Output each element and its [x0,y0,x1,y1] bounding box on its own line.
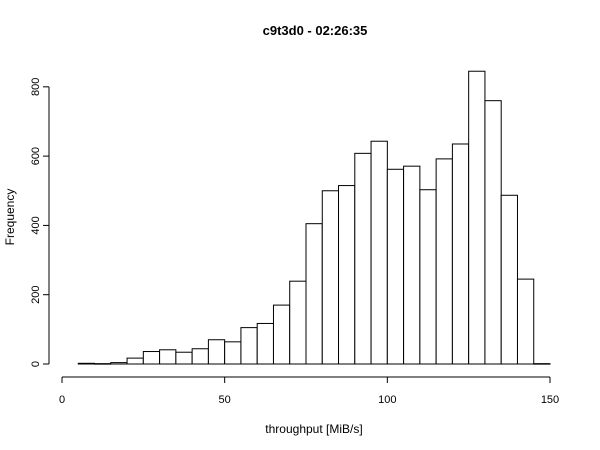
histogram-bar [224,341,242,365]
histogram-bar [533,363,551,365]
x-tick-label: 50 [219,394,231,406]
histogram-bar [191,348,209,365]
histogram-bar [240,327,258,365]
histogram-bar [370,140,388,365]
histogram-bar [516,278,535,365]
histogram-bar [289,280,307,365]
y-axis-label: Frequency [3,189,17,246]
y-tick-label: 600 [30,147,42,165]
histogram-bar [126,357,144,365]
y-tick-label: 0 [30,361,42,367]
histogram-bar [403,165,421,365]
histogram-bar [207,339,226,365]
y-tick-label: 200 [30,286,42,304]
histogram-bar [256,322,274,365]
y-axis: 0 200 400 600 800 [30,78,50,367]
histogram-bar [451,143,470,365]
histogram-bar [500,194,518,365]
x-tick-label: 100 [378,394,396,406]
histogram-bar [321,190,340,365]
histogram-bar [419,189,437,365]
histogram-bar [175,351,193,365]
x-axis: 0 50 100 150 [59,376,559,406]
histogram-bar [435,158,453,365]
x-tick-label: 150 [541,394,559,406]
histogram-bar [354,152,372,365]
chart-title: c9t3d0 - 02:26:35 [263,23,368,38]
histogram-bar [159,349,177,365]
histogram-bar [272,304,291,365]
histogram-bar [77,362,96,365]
x-tick-label: 0 [59,394,65,406]
histogram-bar [142,351,161,365]
histogram-bar [338,185,356,365]
y-tick-label: 400 [30,216,42,234]
histogram-bar [94,363,112,365]
histogram-bar [110,362,128,365]
histogram-bar [386,168,405,365]
x-axis-label: throughput [MiB/s] [265,422,362,436]
histogram-bar [468,70,486,365]
histogram-bar [305,223,323,365]
histogram-bars [77,70,551,365]
histogram-bar [484,100,502,365]
y-tick-label: 800 [30,78,42,96]
